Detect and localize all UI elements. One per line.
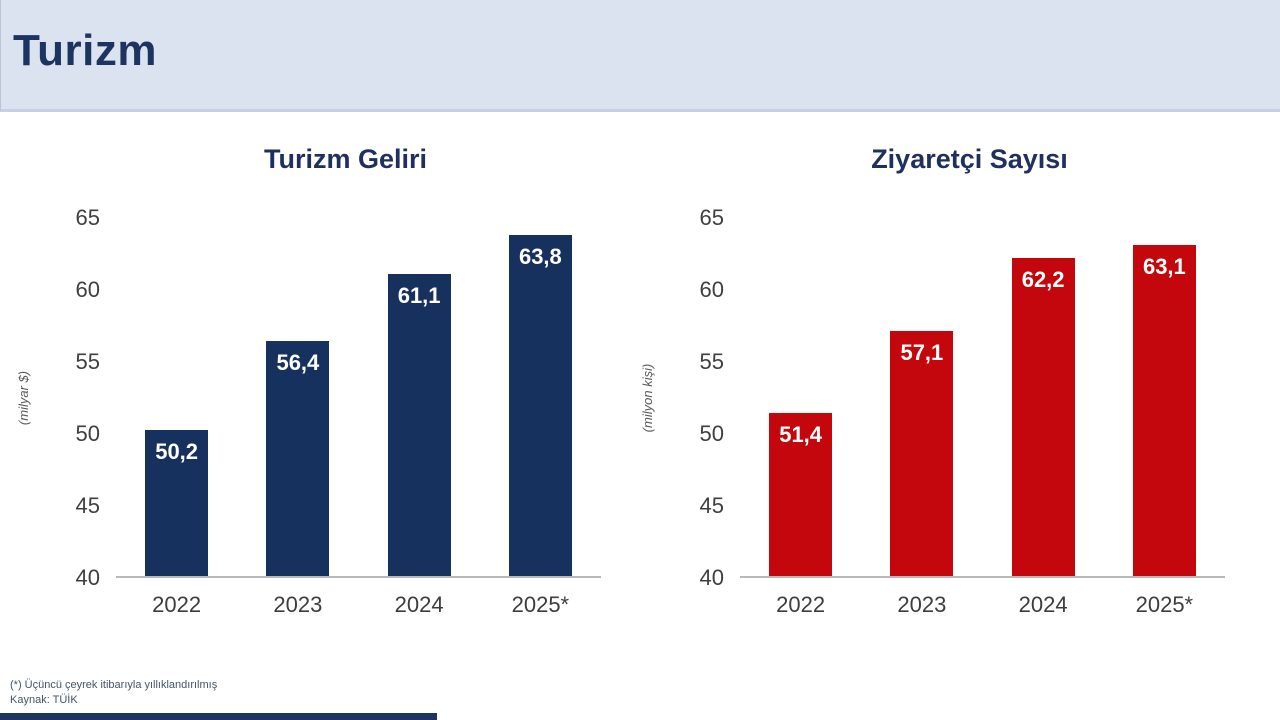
bar-value-label: 63,1	[1142, 254, 1186, 280]
x-tick-label: 2024	[1018, 592, 1068, 617]
y-tick-label: 45	[699, 493, 724, 518]
x-tick-label: 2024	[394, 592, 444, 617]
chart-title: Ziyaretçi Sayısı	[871, 144, 1068, 174]
plot-area: 50,2 56,4 61,1 63,8	[116, 218, 601, 578]
y-tick-label: 65	[75, 205, 100, 230]
y-tick-label: 60	[75, 277, 100, 302]
y-tick-label: 50	[75, 421, 100, 446]
chart-title: Turizm Geliri	[263, 144, 428, 174]
page-title: Turizm	[13, 26, 157, 75]
bar-2023: 57,1	[890, 331, 954, 576]
bar-value-label: 63,8	[518, 244, 562, 270]
bar-value-label: 51,4	[779, 421, 823, 447]
bottom-accent-strip	[0, 713, 437, 720]
x-axis-labels: 2022 2023 2024 2025*	[116, 592, 601, 622]
bar-2024: 61,1	[387, 273, 451, 576]
y-tick-label: 65	[699, 205, 724, 230]
bar-2022: 50,2	[145, 429, 209, 576]
x-tick-label: 2022	[776, 592, 826, 617]
x-tick-label: 2023	[897, 592, 947, 617]
bar-value-label: 57,1	[900, 340, 944, 366]
y-axis-ticks: 40 45 50 55 60 65	[46, 205, 108, 590]
chart-visitor-count: Ziyaretçi Sayısı (milyon kişi) 40 45 50 55 6…	[640, 130, 1237, 640]
y-tick-label: 40	[75, 565, 100, 590]
y-tick-label: 50	[699, 421, 724, 446]
bar-value-label: 61,1	[397, 282, 441, 308]
y-tick-label: 45	[75, 493, 100, 518]
footnote-annualized: (*) Üçüncü çeyrek itibarıyla yıllıklandı…	[10, 679, 218, 691]
y-axis-label: (milyon kişi)	[640, 363, 655, 433]
y-tick-label: 40	[699, 565, 724, 590]
x-tick-label: 2022	[152, 592, 202, 617]
bar-2024: 62,2	[1011, 258, 1075, 576]
bar-2023: 56,4	[266, 341, 330, 576]
bar-value-label: 50,2	[155, 438, 199, 464]
plot-row: (milyon kişi) 40 45 50 55 60 65 51,4 57,1 62,2 6…	[640, 205, 1237, 590]
bar-2025: 63,8	[508, 235, 572, 576]
footnotes: (*) Üçüncü çeyrek itibarıyla yıllıklandı…	[10, 678, 217, 708]
y-axis-ticks: 40 45 50 55 60 65	[670, 205, 732, 590]
bar-value-label: 56,4	[276, 350, 320, 376]
y-tick-label: 55	[699, 349, 724, 374]
plot-area: 51,4 57,1 62,2 63,1	[740, 218, 1225, 578]
x-tick-label: 2025*	[1135, 592, 1194, 617]
x-tick-label: 2025*	[511, 592, 570, 617]
x-axis-labels: 2022 2023 2024 2025*	[740, 592, 1225, 622]
bar-value-label: 62,2	[1021, 267, 1065, 293]
y-axis-label: (milyar $)	[16, 370, 31, 426]
plot-row: (milyar $) 40 45 50 55 60 65 50,2 56,4 61,1 63,8	[16, 205, 613, 590]
footnote-source: Kaynak: TÜİK	[10, 694, 78, 706]
bar-2025: 63,1	[1132, 245, 1196, 576]
y-tick-label: 60	[699, 277, 724, 302]
y-tick-label: 55	[75, 349, 100, 374]
page-header: Turizm	[0, 0, 1280, 112]
bar-2022: 51,4	[769, 412, 833, 576]
x-tick-label: 2023	[273, 592, 323, 617]
chart-tourism-revenue: Turizm Geliri (milyar $) 40 45 50 55 60 65 50…	[16, 130, 613, 640]
